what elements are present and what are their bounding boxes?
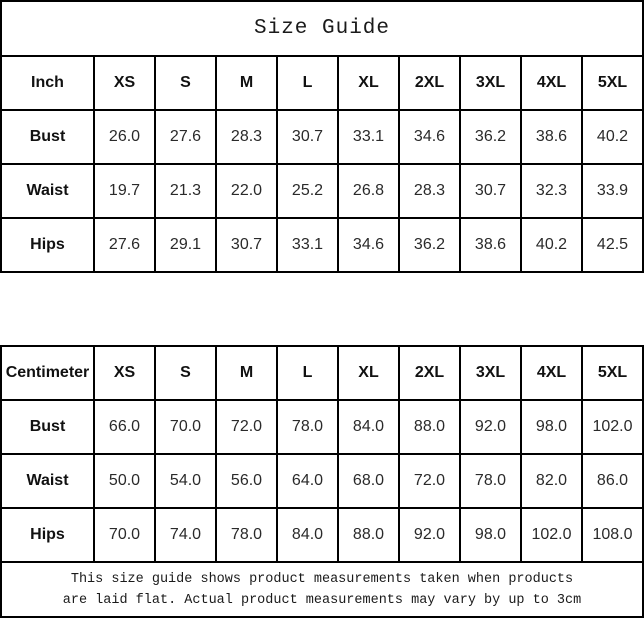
size-header-cell: M xyxy=(215,345,278,401)
footer-note-line-1: This size guide shows product measuremen… xyxy=(70,571,574,587)
inch-size-table: Inch XS S M L XL 2XL 3XL 4XL 5XL Bust 26… xyxy=(0,55,644,273)
page-title: Size Guide xyxy=(0,0,644,57)
measurement-cell: 72.0 xyxy=(398,453,461,509)
unit-header-cell: Inch xyxy=(0,55,95,111)
measurement-cell: 56.0 xyxy=(215,453,278,509)
measurement-cell: 25.2 xyxy=(276,163,339,219)
size-header-cell: S xyxy=(154,55,217,111)
unit-header-cell: Centimeter xyxy=(0,345,95,401)
measurement-cell: 84.0 xyxy=(276,507,339,563)
size-header-cell: 3XL xyxy=(459,345,522,401)
measurement-cell: 28.3 xyxy=(215,109,278,165)
measurement-cell: 98.0 xyxy=(520,399,583,455)
measurement-cell: 33.1 xyxy=(276,217,339,273)
size-header-cell: XS xyxy=(93,345,156,401)
measurement-cell: 92.0 xyxy=(398,507,461,563)
measurement-cell: 30.7 xyxy=(459,163,522,219)
measurement-cell: 19.7 xyxy=(93,163,156,219)
measurement-cell: 42.5 xyxy=(581,217,644,273)
measurement-cell: 74.0 xyxy=(154,507,217,563)
measurement-cell: 38.6 xyxy=(520,109,583,165)
row-label: Hips xyxy=(0,507,95,563)
measurement-cell: 36.2 xyxy=(459,109,522,165)
measurement-cell: 21.3 xyxy=(154,163,217,219)
size-header-cell: XS xyxy=(93,55,156,111)
measurement-cell: 33.9 xyxy=(581,163,644,219)
measurement-cell: 70.0 xyxy=(93,507,156,563)
inch-bust-row: Bust 26.0 27.6 28.3 30.7 33.1 34.6 36.2 … xyxy=(0,109,644,165)
footer-note-line-2: are laid flat. Actual product measuremen… xyxy=(62,592,582,608)
cm-header-row: Centimeter XS S M L XL 2XL 3XL 4XL 5XL xyxy=(0,345,644,401)
measurement-cell: 22.0 xyxy=(215,163,278,219)
measurement-cell: 38.6 xyxy=(459,217,522,273)
inch-header-row: Inch XS S M L XL 2XL 3XL 4XL 5XL xyxy=(0,55,644,111)
measurement-cell: 33.1 xyxy=(337,109,400,165)
measurement-cell: 32.3 xyxy=(520,163,583,219)
measurement-cell: 27.6 xyxy=(93,217,156,273)
measurement-cell: 36.2 xyxy=(398,217,461,273)
measurement-cell: 92.0 xyxy=(459,399,522,455)
measurement-cell: 30.7 xyxy=(215,217,278,273)
measurement-cell: 88.0 xyxy=(337,507,400,563)
measurement-cell: 88.0 xyxy=(398,399,461,455)
size-header-cell: 4XL xyxy=(520,55,583,111)
row-label: Hips xyxy=(0,217,95,273)
row-label: Waist xyxy=(0,163,95,219)
measurement-cell: 78.0 xyxy=(215,507,278,563)
measurement-cell: 102.0 xyxy=(520,507,583,563)
measurement-cell: 102.0 xyxy=(581,399,644,455)
measurement-cell: 64.0 xyxy=(276,453,339,509)
measurement-cell: 98.0 xyxy=(459,507,522,563)
row-label: Waist xyxy=(0,453,95,509)
measurement-cell: 34.6 xyxy=(398,109,461,165)
measurement-cell: 84.0 xyxy=(337,399,400,455)
measurement-cell: 78.0 xyxy=(276,399,339,455)
footer-note: This size guide shows product measuremen… xyxy=(0,561,644,618)
size-header-cell: M xyxy=(215,55,278,111)
measurement-cell: 78.0 xyxy=(459,453,522,509)
measurement-cell: 66.0 xyxy=(93,399,156,455)
size-header-cell: 4XL xyxy=(520,345,583,401)
size-header-cell: 5XL xyxy=(581,55,644,111)
measurement-cell: 54.0 xyxy=(154,453,217,509)
size-header-cell: 3XL xyxy=(459,55,522,111)
measurement-cell: 68.0 xyxy=(337,453,400,509)
size-header-cell: L xyxy=(276,345,339,401)
measurement-cell: 30.7 xyxy=(276,109,339,165)
measurement-cell: 72.0 xyxy=(215,399,278,455)
measurement-cell: 27.6 xyxy=(154,109,217,165)
measurement-cell: 40.2 xyxy=(581,109,644,165)
table-spacer xyxy=(0,273,644,347)
measurement-cell: 82.0 xyxy=(520,453,583,509)
measurement-cell: 28.3 xyxy=(398,163,461,219)
measurement-cell: 108.0 xyxy=(581,507,644,563)
cm-bust-row: Bust 66.0 70.0 72.0 78.0 84.0 88.0 92.0 … xyxy=(0,399,644,455)
centimeter-size-table: Centimeter XS S M L XL 2XL 3XL 4XL 5XL B… xyxy=(0,345,644,563)
inch-hips-row: Hips 27.6 29.1 30.7 33.1 34.6 36.2 38.6 … xyxy=(0,217,644,273)
measurement-cell: 34.6 xyxy=(337,217,400,273)
measurement-cell: 50.0 xyxy=(93,453,156,509)
size-header-cell: 2XL xyxy=(398,345,461,401)
row-label: Bust xyxy=(0,399,95,455)
measurement-cell: 86.0 xyxy=(581,453,644,509)
size-header-cell: XL xyxy=(337,345,400,401)
size-header-cell: 2XL xyxy=(398,55,461,111)
measurement-cell: 29.1 xyxy=(154,217,217,273)
measurement-cell: 26.8 xyxy=(337,163,400,219)
size-header-cell: XL xyxy=(337,55,400,111)
measurement-cell: 40.2 xyxy=(520,217,583,273)
inch-waist-row: Waist 19.7 21.3 22.0 25.2 26.8 28.3 30.7… xyxy=(0,163,644,219)
size-header-cell: L xyxy=(276,55,339,111)
measurement-cell: 70.0 xyxy=(154,399,217,455)
size-header-cell: S xyxy=(154,345,217,401)
cm-hips-row: Hips 70.0 74.0 78.0 84.0 88.0 92.0 98.0 … xyxy=(0,507,644,563)
row-label: Bust xyxy=(0,109,95,165)
size-header-cell: 5XL xyxy=(581,345,644,401)
cm-waist-row: Waist 50.0 54.0 56.0 64.0 68.0 72.0 78.0… xyxy=(0,453,644,509)
measurement-cell: 26.0 xyxy=(93,109,156,165)
